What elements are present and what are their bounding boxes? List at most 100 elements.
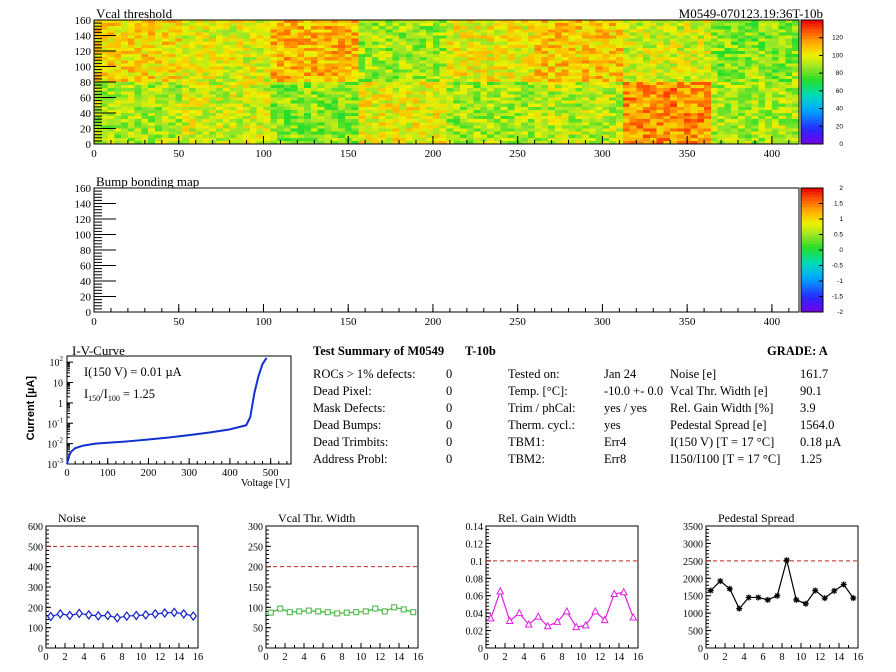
- iv-frame: [66, 355, 292, 465]
- gain-plot-line: [490, 589, 634, 628]
- palette-tick-label: -1: [837, 278, 843, 285]
- iv-y-tick-label: 10: [53, 379, 63, 390]
- y-tick-label: 500: [28, 542, 43, 553]
- y-tick-label: 140: [75, 199, 92, 211]
- palette-band: [801, 200, 823, 204]
- palette-band: [801, 137, 823, 142]
- palette-band: [801, 23, 823, 27]
- x-tick-label: 0: [43, 652, 48, 663]
- palette-band: [801, 231, 823, 235]
- pedestal-plot-point: [707, 587, 714, 594]
- summary-mid-value: Err8: [604, 452, 627, 466]
- summary-mid-value: Jan 24: [604, 367, 637, 381]
- x-tick-label: 4: [301, 652, 307, 663]
- x-tick-label: 250: [509, 148, 526, 160]
- summary-left-label: Dead Pixel:: [313, 384, 372, 398]
- palette-band: [801, 188, 823, 192]
- y-tick-label: 100: [248, 603, 263, 614]
- y-tick-label: 80: [80, 77, 92, 89]
- summary-mid-label: Tested on:: [508, 367, 560, 381]
- y-tick-label: 0: [86, 307, 92, 319]
- noise-plot-point: [132, 610, 140, 621]
- palette-band: [801, 228, 823, 232]
- y-tick-label: 2500: [683, 557, 703, 568]
- summary-mid-value: yes / yes: [604, 401, 648, 415]
- x-tick-label: 2: [282, 652, 287, 663]
- y-tick-label: 500: [688, 627, 703, 638]
- palette-band: [801, 44, 823, 49]
- x-tick-label: 200: [425, 316, 442, 328]
- palette-band: [801, 274, 823, 279]
- x-tick-label: 12: [815, 652, 826, 663]
- palette-band: [801, 63, 823, 67]
- palette-band: [801, 240, 823, 245]
- pedestal-plot-point: [755, 594, 762, 601]
- summary-right-value: 1564.0: [800, 418, 835, 432]
- summary-mid-label: TBM2:: [508, 452, 545, 466]
- summary-left-value: 0: [446, 384, 453, 398]
- gain-plot-point: [610, 589, 619, 597]
- palette-tick-label: 120: [832, 35, 843, 42]
- vcal-plot-point: [267, 609, 274, 616]
- vcal-plot-line: [270, 606, 414, 615]
- y-tick-label: 100: [75, 230, 92, 242]
- x-tick-label: 4: [81, 652, 87, 663]
- summary-grade: GRADE: A: [767, 344, 828, 358]
- palette-band: [801, 69, 823, 74]
- y-tick-label: 150: [248, 583, 263, 594]
- y-tick-label: 3500: [683, 522, 703, 533]
- palette-band: [801, 35, 823, 40]
- x-tick-label: 6: [100, 652, 105, 663]
- summary-right-value: 0.18 µA: [800, 435, 842, 449]
- palette-tick-label: 60: [836, 88, 844, 95]
- palette-band: [801, 88, 823, 92]
- pedestal-plot-point: [821, 595, 828, 602]
- y-tick-label: 250: [248, 542, 263, 553]
- palette-band: [801, 116, 823, 120]
- y-tick-label: 0: [698, 644, 703, 655]
- x-tick-label: 350: [679, 148, 696, 160]
- gain-plot-point: [515, 608, 524, 617]
- noise-plot-point: [170, 607, 178, 618]
- vcal-plot-point: [353, 609, 360, 616]
- iv-ylabel: Current [µA]: [25, 376, 37, 441]
- palette-band: [801, 225, 823, 229]
- pedestal-plot-point: [745, 594, 752, 601]
- y-tick-label: 40: [80, 276, 92, 288]
- palette-band: [801, 302, 823, 307]
- y-tick-label: 300: [28, 583, 43, 594]
- palette-band: [801, 271, 823, 276]
- palette-band: [801, 51, 823, 55]
- y-tick-label: 20: [80, 292, 92, 304]
- palette-tick-label: 100: [832, 52, 843, 59]
- y-tick-label: 0.02: [466, 627, 484, 638]
- iv-y-tick-label: 10-1: [47, 416, 63, 430]
- iv-i150-text: I(150 V) = 0.01 µA: [84, 365, 182, 379]
- y-tick-label: 0.04: [466, 609, 484, 620]
- palette-band: [801, 268, 823, 273]
- x-tick-label: 150: [340, 148, 357, 160]
- palette-band: [801, 250, 823, 254]
- y-tick-label: 600: [28, 522, 43, 533]
- y-tick-label: 60: [80, 93, 92, 105]
- pedestal-plot-point: [736, 605, 743, 612]
- palette-band: [801, 259, 823, 263]
- palette-tick-label: -2: [837, 309, 843, 316]
- vcal-plot-point: [277, 605, 284, 612]
- iv-x-tick-label: 500: [263, 468, 279, 479]
- y-tick-label: 0.1: [471, 557, 484, 568]
- palette-band: [801, 296, 823, 301]
- y-tick-label: 0: [86, 139, 92, 151]
- pedestal-plot-line: [710, 560, 854, 610]
- summary-right-label: I150/I100 [T = 17 °C]: [670, 452, 781, 466]
- pedestal-plot-point: [850, 595, 857, 602]
- summary-mid-label: Trim / phCal:: [508, 401, 576, 415]
- pedestal-plot-point: [764, 596, 771, 603]
- x-tick-label: 400: [764, 148, 781, 160]
- x-tick-label: 8: [119, 652, 124, 663]
- palette-band: [801, 103, 823, 108]
- x-tick-label: 400: [764, 316, 781, 328]
- x-tick-label: 100: [255, 316, 272, 328]
- gain-plot-point: [581, 620, 590, 629]
